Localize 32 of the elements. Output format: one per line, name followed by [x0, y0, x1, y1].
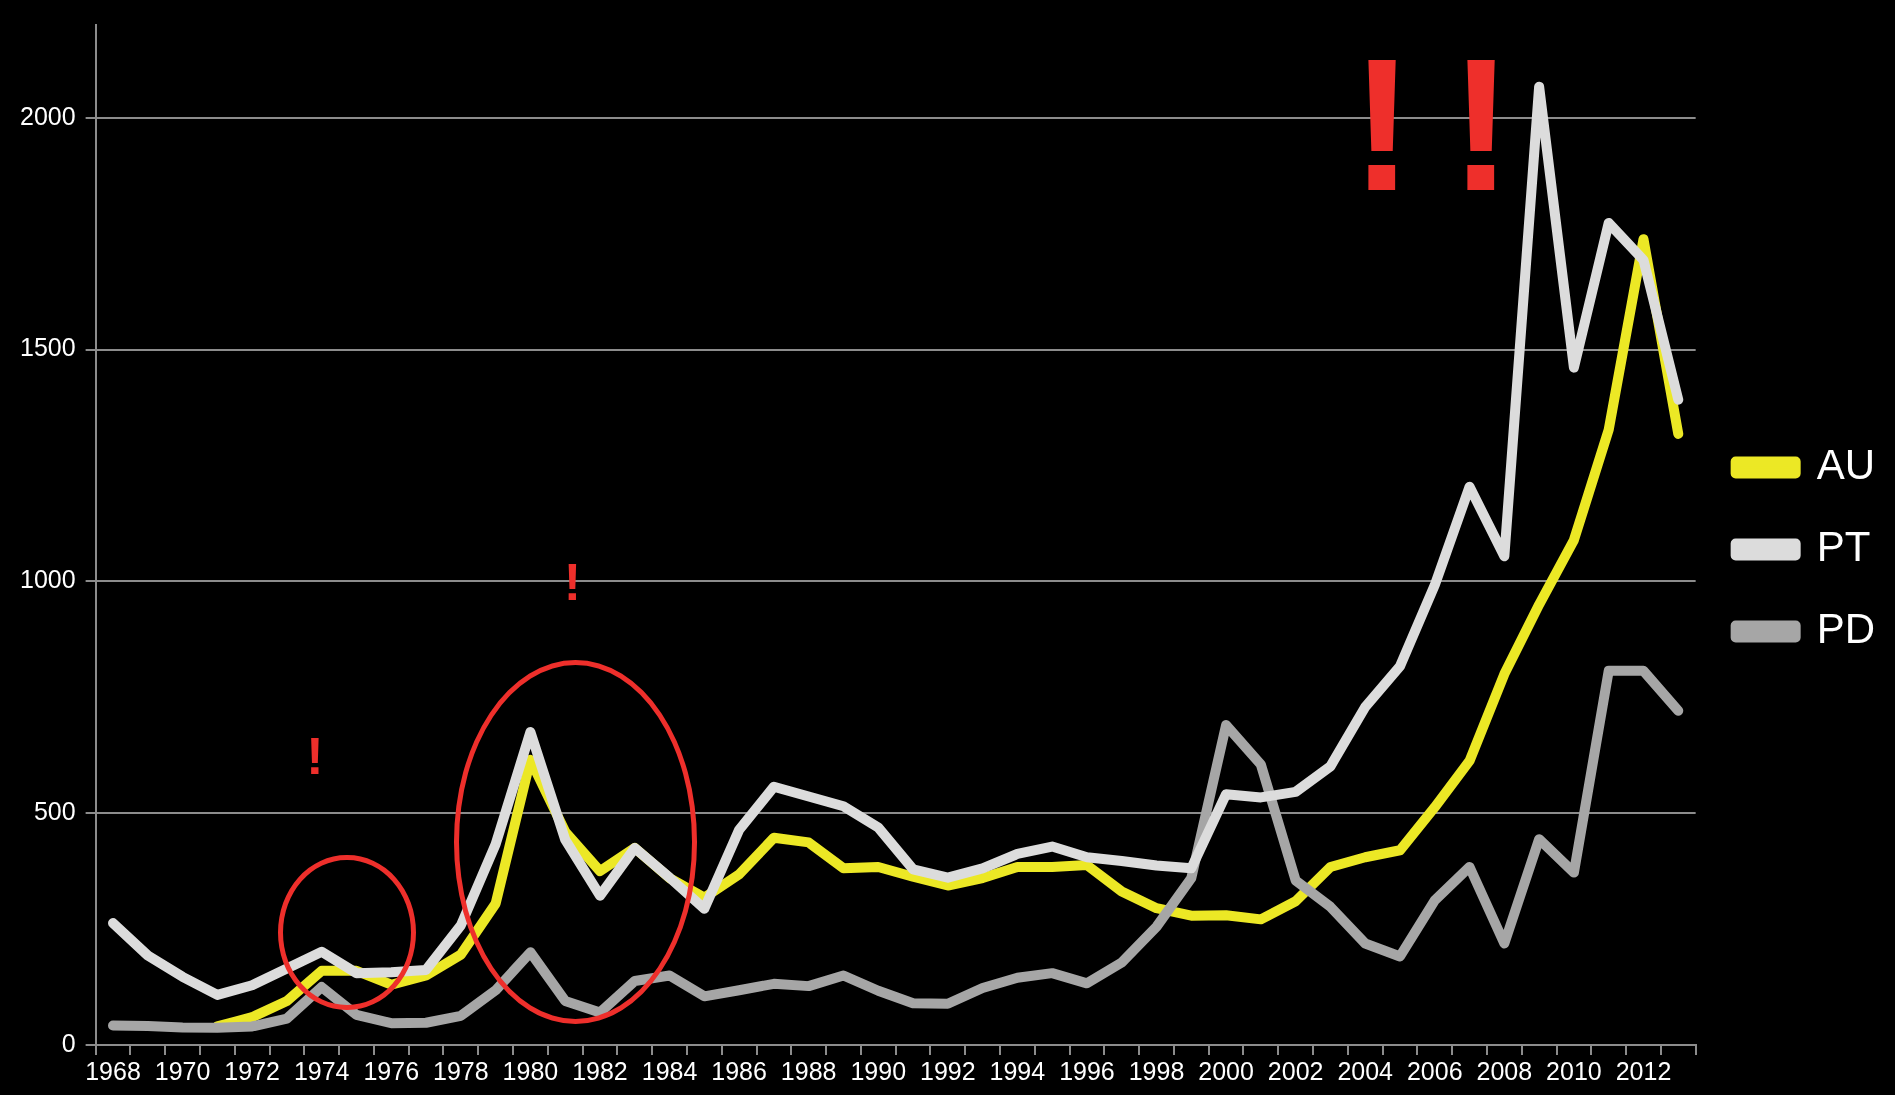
x-tick-label: 1976 [363, 1056, 420, 1085]
x-tick-label: 1980 [502, 1056, 559, 1085]
y-tick-label: 1500 [19, 333, 76, 362]
x-tick-label: 1972 [224, 1056, 280, 1085]
x-tick-label: 1982 [572, 1056, 628, 1085]
x-tick-label: 1998 [1128, 1056, 1185, 1085]
x-tick-label: 1978 [433, 1056, 489, 1085]
x-tick-label: 1986 [711, 1056, 767, 1085]
x-tick-label: 2002 [1267, 1056, 1324, 1085]
legend-label: AU [1816, 441, 1876, 489]
legend-label: PT [1816, 523, 1871, 571]
x-tick-label: 2012 [1615, 1056, 1672, 1085]
x-tick-label: 2010 [1546, 1056, 1602, 1085]
x-tick-label: 1970 [154, 1056, 211, 1085]
x-tick-label: 2006 [1406, 1056, 1463, 1085]
y-tick-label: 1000 [19, 565, 76, 594]
y-tick-label: 500 [33, 797, 76, 826]
x-tick-label: 1968 [85, 1056, 141, 1085]
x-tick-label: 2008 [1476, 1056, 1533, 1085]
x-tick-label: 1974 [293, 1056, 350, 1085]
x-tick-label: 1992 [920, 1056, 976, 1085]
x-tick-label: 1994 [989, 1056, 1046, 1085]
y-tick-label: 0 [61, 1028, 76, 1057]
legend-label: PD [1816, 605, 1876, 653]
annotation: ! [306, 726, 324, 785]
x-tick-label: 1988 [780, 1056, 837, 1085]
y-tick-label: 2000 [19, 101, 76, 130]
x-tick-label: 1990 [850, 1056, 907, 1085]
x-tick-label: 2000 [1198, 1056, 1254, 1085]
x-tick-label: 1996 [1059, 1056, 1115, 1085]
x-tick-label: 2004 [1337, 1056, 1394, 1085]
x-tick-label: 1984 [641, 1056, 698, 1085]
